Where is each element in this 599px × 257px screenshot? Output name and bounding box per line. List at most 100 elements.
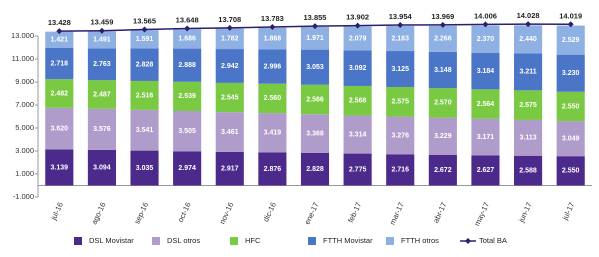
- data-label: 2.487: [93, 91, 111, 98]
- x-tick-label: abr-17: [431, 201, 448, 224]
- legend-swatch: [230, 237, 238, 245]
- data-label: 1.491: [93, 37, 111, 44]
- total-label: 13.783: [261, 14, 284, 23]
- data-label: 1.971: [306, 35, 324, 42]
- bar-segment: [300, 26, 330, 50]
- data-label: 2.482: [51, 90, 69, 97]
- bar-segment: [428, 88, 457, 118]
- legend-swatch: [386, 237, 394, 245]
- bar-segment: [87, 149, 116, 186]
- data-label: 2.566: [306, 96, 324, 103]
- data-label: 2.079: [349, 35, 367, 42]
- bar-segment: [300, 114, 330, 153]
- x-tick-label: jul-17: [560, 201, 576, 222]
- data-label: 2.588: [519, 167, 537, 174]
- data-label: 3.314: [349, 131, 367, 138]
- y-tick-label: 5.000: [15, 123, 34, 132]
- data-label: 2.917: [221, 166, 239, 173]
- bar-segment: [215, 49, 244, 83]
- legend-swatch: [74, 237, 82, 245]
- data-label: 2.516: [136, 92, 154, 99]
- bar-segment: [428, 51, 457, 89]
- bar-segment: [556, 156, 585, 186]
- data-label: 3.148: [434, 67, 452, 74]
- total-label: 13.648: [176, 16, 199, 25]
- bar-segment: [471, 89, 500, 119]
- data-label: 1.591: [136, 36, 154, 43]
- x-tick-label: jun-17: [516, 201, 533, 225]
- bar-segment: [87, 48, 116, 81]
- data-label: 2.560: [264, 95, 282, 102]
- bar-segment: [386, 25, 415, 52]
- total-label: 13.459: [90, 18, 113, 27]
- bar-segment: [173, 81, 202, 111]
- bar-segment: [258, 49, 287, 84]
- x-tick-label: may-17: [472, 201, 491, 227]
- data-label: 3.094: [93, 165, 111, 172]
- bar-segment: [45, 149, 74, 186]
- line-marker: [567, 21, 574, 28]
- data-label: 1.421: [51, 37, 69, 44]
- x-tick-label: nov-16: [218, 201, 236, 226]
- line-marker: [269, 23, 276, 30]
- x-tick-label: mar-17: [388, 201, 406, 226]
- data-label: 1.782: [221, 36, 239, 43]
- data-label: 2.183: [391, 35, 409, 42]
- bar-segment: [130, 109, 159, 151]
- bar-segment: [258, 83, 287, 114]
- line-marker: [525, 21, 532, 28]
- data-label: 2.539: [178, 93, 196, 100]
- bar-segment: [386, 86, 415, 117]
- legend-swatch: [308, 237, 316, 245]
- data-label: 2.545: [221, 94, 239, 101]
- bar-segment: [87, 108, 116, 150]
- bar-segment: [173, 151, 202, 186]
- bar-segment: [343, 85, 372, 116]
- data-label: 3.092: [349, 65, 367, 72]
- data-label: 2.716: [391, 167, 409, 174]
- legend-label: HFC: [245, 236, 261, 245]
- data-label: 2.529: [562, 37, 580, 44]
- bar-segment: [343, 115, 372, 154]
- line-marker: [312, 23, 318, 30]
- bar-segment: [87, 80, 116, 109]
- legend-label: Total BA: [479, 236, 507, 245]
- bar-segment: [173, 110, 202, 152]
- bar-segment: [258, 152, 287, 186]
- line-marker: [56, 28, 63, 35]
- data-label: 3.229: [434, 133, 452, 140]
- total-label: 14.028: [517, 11, 540, 20]
- data-label: 2.942: [221, 63, 239, 70]
- data-label: 1.686: [178, 36, 196, 43]
- bar-segment: [514, 155, 543, 186]
- total-label: 13.565: [133, 16, 156, 25]
- bar-segment: [556, 54, 585, 92]
- bar-segment: [343, 153, 372, 186]
- bar-segment: [300, 152, 330, 186]
- data-label: 3.139: [51, 164, 69, 171]
- data-label: 2.440: [519, 36, 537, 43]
- bar-segment: [428, 117, 457, 155]
- y-tick-label: 9.000: [15, 77, 34, 86]
- bar-segment: [215, 112, 244, 152]
- y-tick-label: 1.000: [15, 169, 34, 178]
- data-label: 2.828: [136, 62, 154, 69]
- y-tick-label: -1.000: [13, 192, 34, 201]
- data-label: 1.868: [264, 35, 282, 42]
- bar-segment: [130, 80, 159, 110]
- data-label: 3.276: [391, 132, 409, 139]
- x-tick-label: dic-16: [261, 201, 278, 223]
- data-label: 3.125: [391, 66, 409, 73]
- data-label: 2.672: [434, 167, 452, 174]
- data-label: 3.505: [178, 128, 196, 135]
- total-label: 14.019: [559, 11, 582, 20]
- line-marker: [439, 21, 446, 28]
- data-label: 3.211: [520, 69, 537, 76]
- total-label: 13.855: [304, 13, 327, 22]
- bar-segment: [258, 113, 287, 153]
- y-tick-label: 11.000: [12, 54, 34, 63]
- data-label: 2.575: [391, 99, 409, 106]
- line-marker: [397, 22, 404, 29]
- bar-segment: [130, 48, 159, 81]
